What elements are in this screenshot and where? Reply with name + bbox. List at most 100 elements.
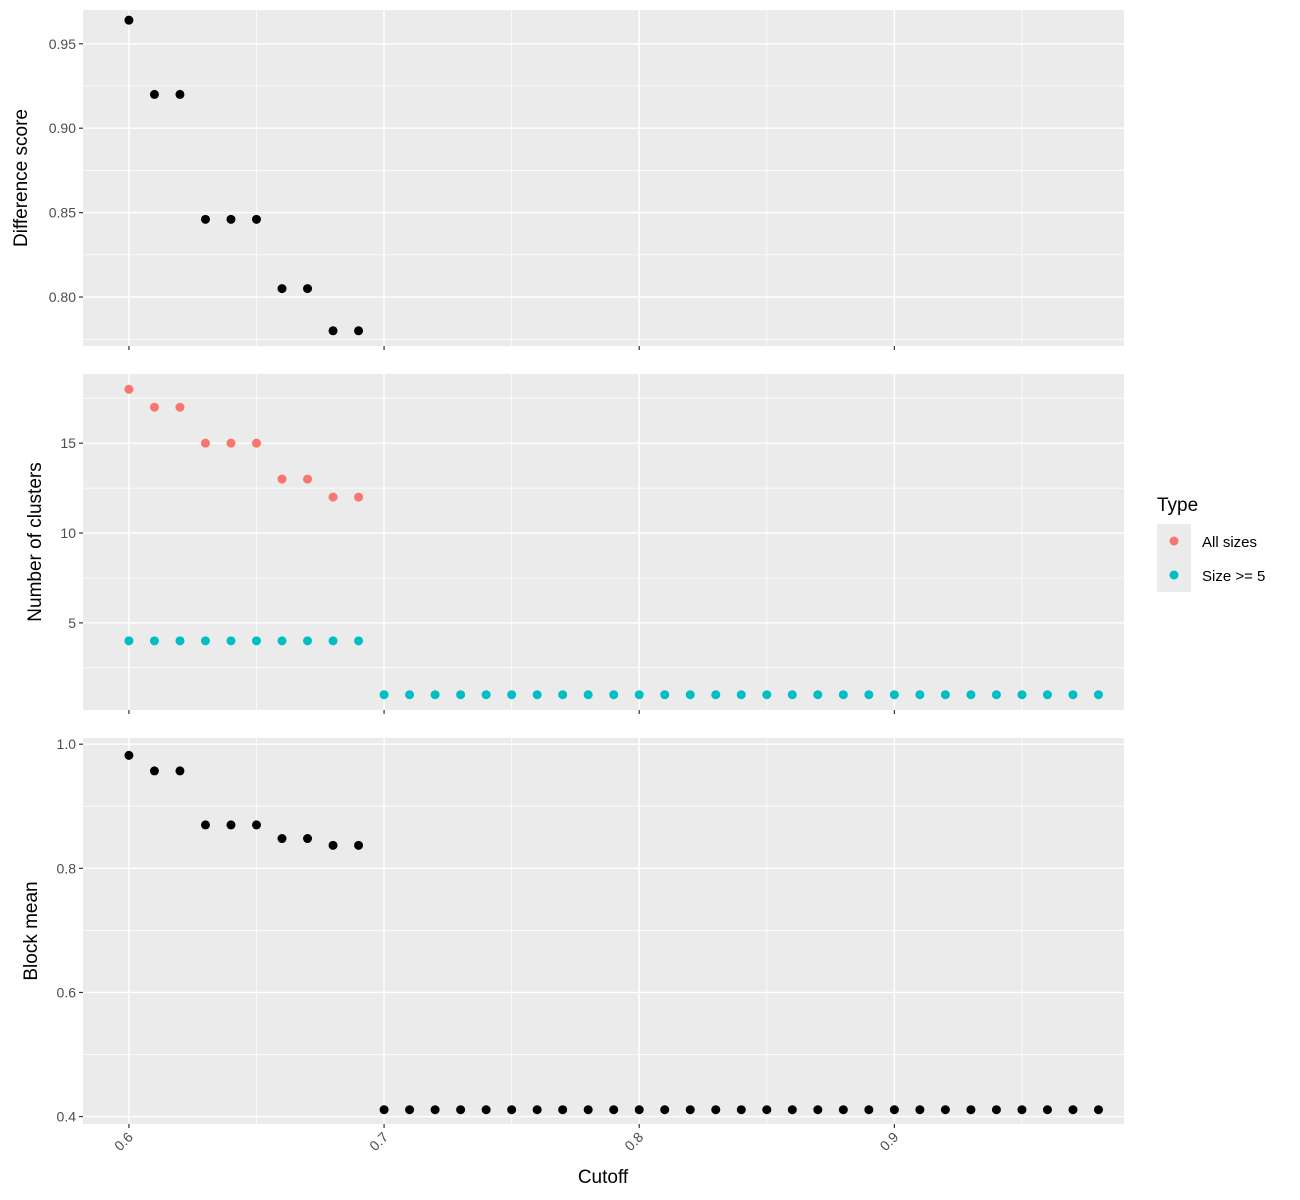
x-axis-title: Cutoff	[578, 1167, 629, 1188]
data-point	[660, 690, 670, 700]
data-point	[252, 214, 261, 224]
data-point	[277, 834, 287, 844]
data-point	[354, 326, 364, 336]
data-point	[379, 1105, 389, 1115]
data-point	[813, 690, 823, 700]
legend-title: Type	[1157, 495, 1198, 516]
data-point	[1042, 1105, 1052, 1115]
data-point	[252, 438, 261, 448]
data-point	[226, 214, 236, 224]
data-point	[303, 474, 313, 484]
data-point	[991, 690, 1001, 700]
data-point	[200, 438, 210, 448]
data-point	[481, 690, 491, 700]
data-point	[354, 840, 364, 850]
data-point	[1017, 1105, 1027, 1115]
data-point	[685, 690, 695, 700]
data-point	[149, 766, 159, 776]
y-tick-label: 5	[68, 615, 76, 631]
data-point	[660, 1105, 670, 1115]
data-point	[940, 1105, 950, 1115]
data-point	[124, 15, 134, 25]
data-point	[711, 1105, 721, 1115]
panel-background	[83, 738, 1124, 1124]
data-point	[762, 1105, 772, 1115]
data-point	[736, 690, 746, 700]
data-point	[124, 384, 134, 394]
data-point	[558, 1105, 568, 1115]
legend: Type All sizes Size >= 5	[1157, 495, 1265, 592]
data-point	[634, 690, 644, 700]
y-axis-title: Difference score	[11, 109, 32, 247]
y-axis-title: Block mean	[21, 881, 42, 980]
data-point	[813, 1105, 823, 1115]
data-point	[226, 820, 236, 830]
data-point	[124, 636, 134, 646]
panel-block-mean: 0.6 0.7 0.8 0.90.40.60.81.0 Block mean Cuto…	[21, 736, 1124, 1188]
panel-number-of-clusters: 5 10 15 Number of clusters	[25, 374, 1124, 714]
y-tick-label: 1.0	[57, 736, 77, 752]
data-point	[915, 1105, 925, 1115]
data-point	[149, 89, 159, 99]
data-point	[303, 284, 313, 294]
data-point	[405, 690, 415, 700]
data-point	[940, 690, 950, 700]
data-point	[583, 690, 593, 700]
legend-key-size-ge-5	[1169, 570, 1179, 580]
gridlines	[83, 738, 1124, 1124]
data-point	[175, 766, 185, 776]
data-point	[328, 840, 338, 850]
data-point	[838, 690, 848, 700]
data-point	[328, 636, 338, 646]
data-point	[328, 326, 338, 336]
data-point	[354, 636, 364, 646]
axis-ticks: 5 10 15	[60, 435, 895, 714]
y-tick-label: 0.90	[49, 120, 76, 136]
data-point	[1093, 690, 1103, 700]
data-point	[277, 284, 287, 294]
data-point	[532, 1105, 542, 1115]
data-point	[175, 402, 185, 412]
data-point	[252, 636, 261, 646]
data-point	[966, 690, 976, 700]
y-tick-label: 15	[60, 435, 76, 451]
data-point	[762, 690, 772, 700]
data-point	[991, 1105, 1001, 1115]
gridlines	[83, 374, 1124, 710]
data-point	[966, 1105, 976, 1115]
data-point	[175, 636, 185, 646]
data-point	[864, 1105, 874, 1115]
data-point	[303, 636, 313, 646]
data-point	[558, 690, 568, 700]
data-point	[787, 690, 797, 700]
data-point	[149, 402, 159, 412]
data-point	[328, 492, 338, 502]
data-point	[303, 834, 313, 844]
data-point	[226, 438, 236, 448]
data-point	[1093, 1105, 1103, 1115]
y-tick-label: 0.95	[49, 36, 76, 52]
data-point	[354, 492, 364, 502]
data-point	[736, 1105, 746, 1115]
data-point	[889, 1105, 899, 1115]
data-point	[609, 690, 619, 700]
data-point	[277, 636, 287, 646]
points	[124, 750, 1103, 1115]
data-point	[149, 636, 159, 646]
data-point	[634, 1105, 644, 1115]
y-tick-label: 0.85	[49, 205, 76, 221]
data-point	[124, 750, 134, 760]
data-point	[430, 690, 440, 700]
data-point	[685, 1105, 695, 1115]
data-point	[787, 1105, 797, 1115]
data-point	[1017, 690, 1027, 700]
legend-label-all-sizes: All sizes	[1202, 534, 1257, 551]
data-point	[200, 820, 210, 830]
y-tick-label: 0.8	[57, 860, 77, 876]
data-point	[889, 690, 899, 700]
legend-key-all-sizes	[1169, 536, 1179, 546]
data-point	[583, 1105, 593, 1115]
data-point	[456, 1105, 466, 1115]
data-point	[200, 214, 210, 224]
data-point	[915, 690, 925, 700]
